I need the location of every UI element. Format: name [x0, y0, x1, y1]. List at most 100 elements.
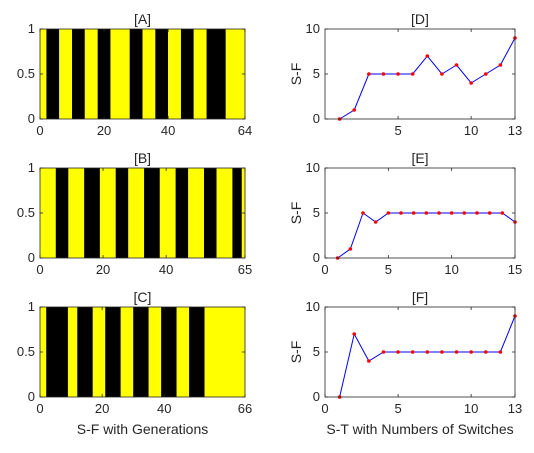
data-point	[399, 211, 403, 215]
y-tick-label: 5	[313, 66, 320, 81]
y-tick-label: 0	[313, 250, 320, 265]
data-point	[462, 211, 467, 215]
x-tick-label: 20	[97, 123, 111, 138]
data-point	[396, 350, 400, 354]
bar-segment	[180, 29, 194, 119]
bar-segment	[193, 29, 207, 119]
x-tick-label: 40	[159, 262, 173, 277]
y-tick-label: 1	[28, 160, 35, 175]
bar-segment	[84, 29, 98, 119]
bar-segment	[216, 168, 233, 258]
bar-segment	[128, 168, 145, 258]
bar-segment	[67, 307, 78, 397]
bar-segment	[148, 307, 162, 397]
x-axis-label: S-F with Generations	[77, 421, 209, 437]
bar-segment	[92, 307, 106, 397]
y-tick-label: 1	[28, 21, 35, 36]
data-point	[469, 81, 473, 85]
bar-segment	[188, 168, 204, 258]
y-tick-label: 0	[28, 389, 35, 404]
x-tick-label: 13	[508, 123, 522, 138]
data-point	[498, 63, 503, 67]
data-point	[483, 72, 488, 76]
bar-segment	[110, 29, 130, 119]
bar-segment	[161, 307, 177, 397]
panel-0: 0 20 40 64 0 0.5 1 [A]	[17, 11, 252, 138]
y-tick-label: 0	[28, 250, 35, 265]
x-tick-label: 0	[321, 262, 328, 277]
data-point	[440, 72, 444, 76]
bar-segment	[225, 29, 245, 119]
y-tick-label: 0.5	[17, 205, 35, 220]
bar-segment	[189, 307, 205, 397]
y-tick-label: 10	[306, 299, 320, 314]
bar-segment	[68, 168, 85, 258]
data-point	[396, 72, 400, 76]
data-point	[367, 72, 371, 76]
y-tick-label: 0	[313, 389, 320, 404]
bar-segment	[55, 168, 69, 258]
chart-title: [A]	[134, 11, 151, 27]
x-tick-label: 65	[238, 262, 252, 277]
data-point	[373, 220, 378, 224]
data-point	[483, 350, 488, 354]
bar-segment	[159, 168, 176, 258]
data-point	[498, 350, 503, 354]
x-tick-label: 13	[508, 401, 522, 416]
data-point	[386, 211, 391, 215]
x-tick-label: 10	[464, 123, 478, 138]
y-axis-label: S-F	[288, 63, 304, 86]
data-point	[410, 72, 415, 76]
bar-segment	[155, 29, 169, 119]
chart-title: [D]	[411, 11, 429, 27]
data-point	[352, 332, 357, 336]
x-tick-label: 0	[36, 401, 43, 416]
y-axis-label: S-F	[288, 202, 304, 225]
data-point	[381, 350, 386, 354]
x-tick-label: 5	[385, 262, 392, 277]
data-point	[367, 359, 371, 363]
x-tick-label: 20	[95, 401, 109, 416]
data-point	[454, 350, 459, 354]
y-tick-label: 0.5	[17, 344, 35, 359]
x-tick-label: 15	[508, 262, 522, 277]
y-tick-label: 5	[313, 344, 320, 359]
data-point	[361, 211, 365, 215]
bar-segment	[84, 168, 100, 258]
bar-segment	[40, 307, 47, 397]
bar-segment	[206, 29, 226, 119]
data-point	[425, 54, 430, 58]
panel-1: 0 20 40 65 0 0.5 1 [B]	[17, 150, 252, 277]
chart-title: [C]	[134, 289, 152, 305]
x-tick-label: 10	[464, 401, 478, 416]
x-tick-label: 64	[238, 123, 252, 138]
data-point	[348, 247, 353, 251]
y-tick-label: 10	[306, 160, 320, 175]
bar-segment	[46, 307, 68, 397]
x-axis-label: S-T with Numbers of Switches	[326, 421, 513, 437]
bar-segment	[46, 29, 60, 119]
data-point	[487, 211, 492, 215]
bar-segment	[142, 29, 156, 119]
chart-title: [B]	[134, 150, 151, 166]
data-point	[454, 63, 459, 67]
data-point	[500, 211, 505, 215]
data-point	[449, 211, 454, 215]
data-point	[424, 211, 429, 215]
bar-segment	[129, 29, 143, 119]
y-tick-label: 0.5	[17, 66, 35, 81]
x-tick-label: 66	[238, 401, 252, 416]
bar-segment	[133, 307, 149, 397]
x-tick-label: 0	[36, 262, 43, 277]
data-point	[469, 350, 473, 354]
x-tick-label: 10	[444, 262, 458, 277]
data-point	[475, 211, 479, 215]
x-tick-label: 0	[36, 123, 43, 138]
data-point	[437, 211, 441, 215]
data-point	[381, 72, 386, 76]
data-point	[411, 211, 416, 215]
chart-title: [F]	[412, 289, 428, 305]
bar-segment	[204, 168, 217, 258]
bar-segment	[175, 168, 189, 258]
bar-segment	[144, 168, 160, 258]
